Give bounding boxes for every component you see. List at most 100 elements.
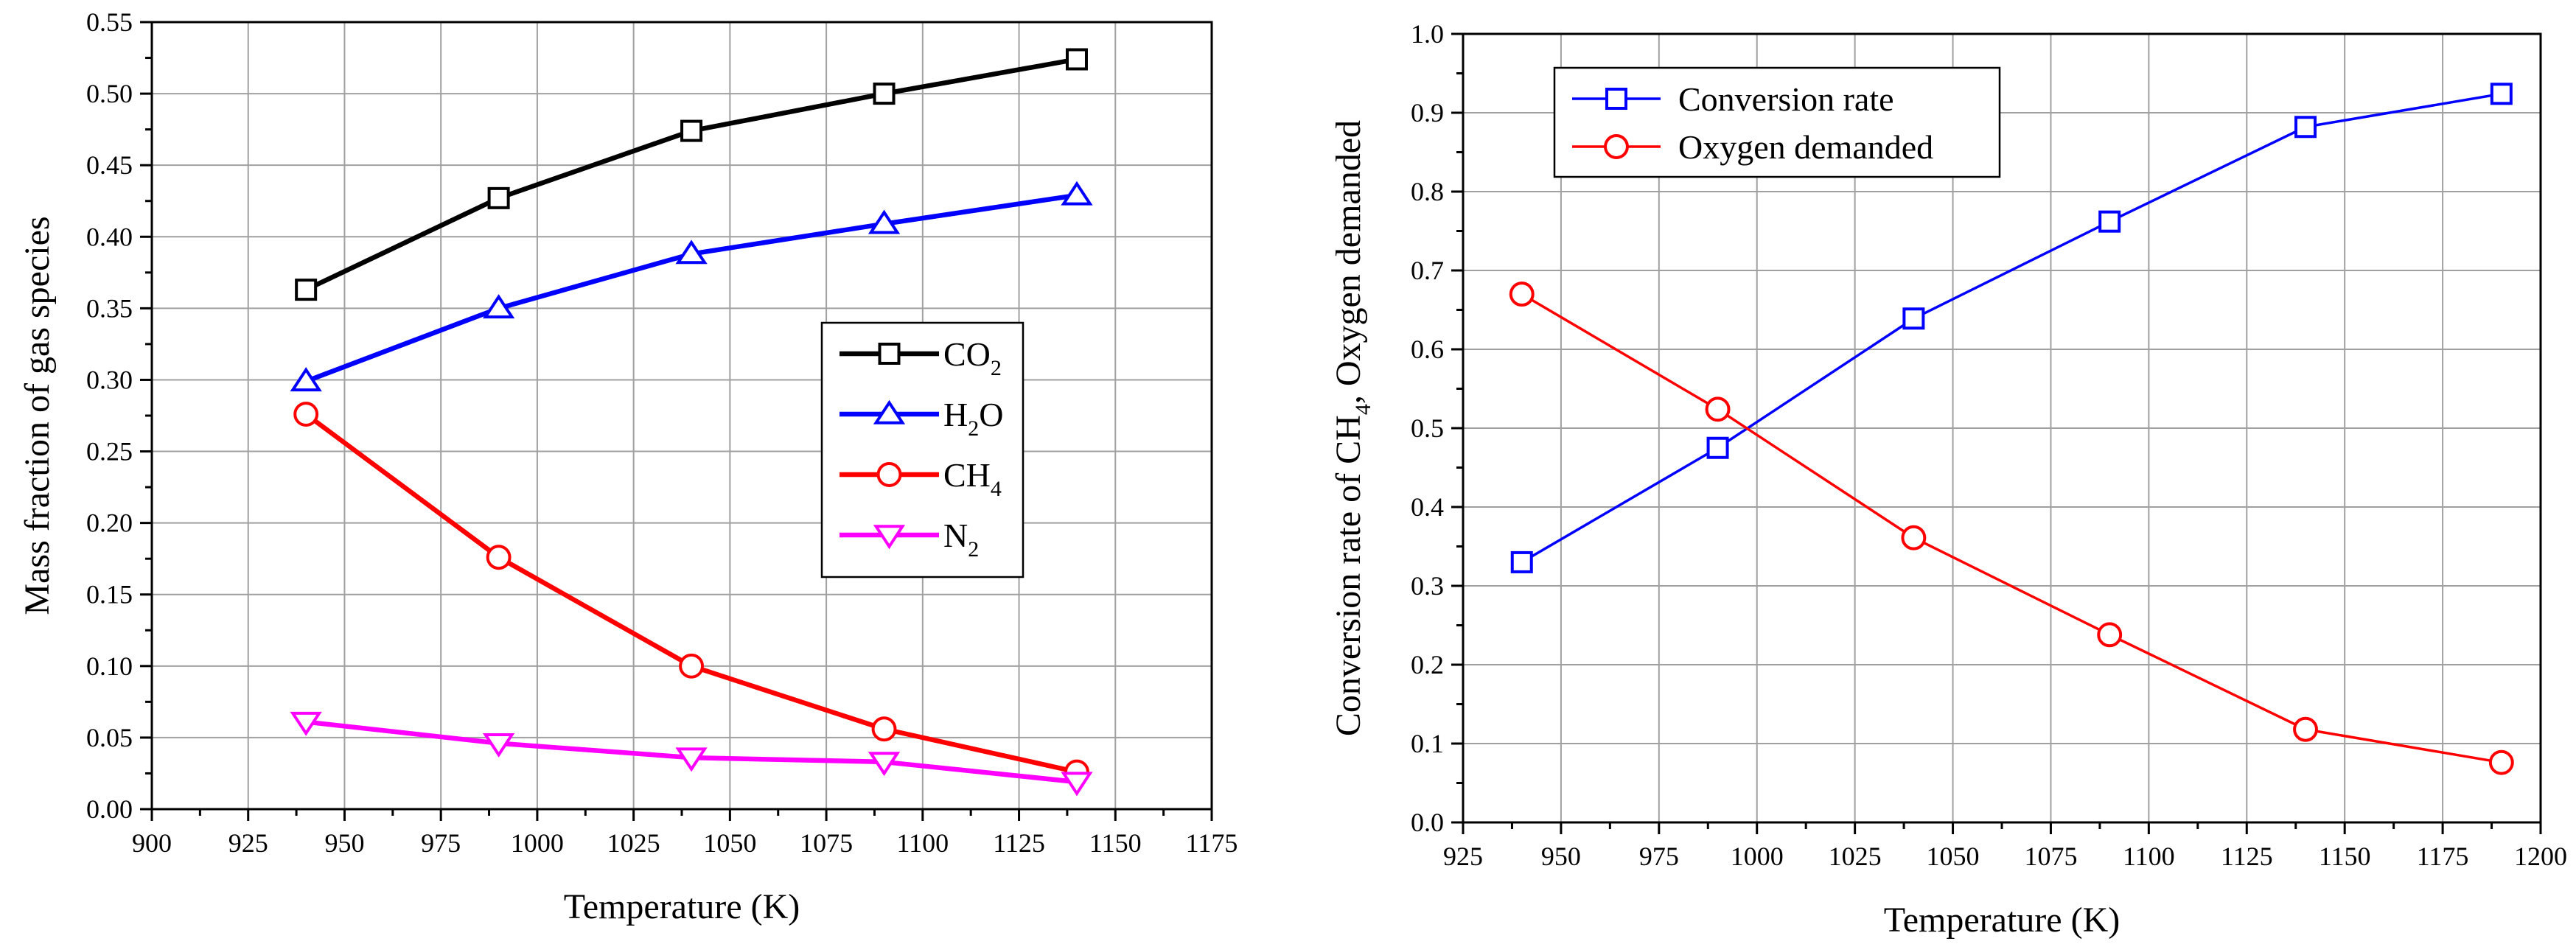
- legend-label-main: CO: [943, 335, 991, 373]
- data-point: [868, 209, 901, 234]
- x-tick-label: 1050: [1927, 842, 1980, 871]
- x-tick-label: 1050: [703, 828, 756, 858]
- y-tick-label: 0.2: [1411, 650, 1444, 679]
- series-2: [1509, 282, 2514, 775]
- x-tick-label: 975: [1639, 842, 1679, 871]
- legend-label: Conversion rate: [1678, 80, 1894, 118]
- y-tick-label: 0.9: [1411, 98, 1444, 127]
- legend-box: [1553, 66, 2001, 178]
- legend-label-main: CH: [943, 456, 991, 494]
- data-point: [293, 402, 319, 427]
- data-point: [295, 279, 318, 301]
- data-point: [1902, 307, 1925, 330]
- x-tick-label: 1025: [607, 828, 660, 858]
- y-axis-title-sub: 4: [1351, 404, 1375, 415]
- series-1: [1510, 83, 2513, 573]
- data-point: [482, 294, 515, 319]
- x-tick-label: 1000: [511, 828, 564, 858]
- x-axis-title: Temperature (K): [564, 887, 800, 926]
- y-tick-label: 0.35: [86, 293, 133, 323]
- y-tick-label: 0.55: [86, 7, 133, 37]
- y-tick-label: 0.1: [1411, 729, 1444, 758]
- y-axis-title-tail: , Oxygen demanded: [1329, 120, 1368, 404]
- data-point: [868, 752, 901, 777]
- data-point: [2488, 749, 2514, 775]
- legend-label-main: N: [943, 517, 968, 554]
- legend-marker: [1605, 88, 1627, 110]
- y-axis-title: Conversion rate of CH4, Oxygen demanded: [1329, 120, 1375, 736]
- legend-label-main: H: [943, 396, 968, 433]
- x-tick-label: 975: [421, 828, 461, 858]
- legend-marker: [1604, 134, 1629, 159]
- legend-label-tail: O: [979, 396, 1003, 433]
- x-tick-label: 1200: [2514, 842, 2567, 871]
- x-tick-label: 925: [228, 828, 268, 858]
- y-tick-label: 0.8: [1411, 177, 1444, 206]
- x-tick-label: 950: [1541, 842, 1581, 871]
- data-point: [2490, 83, 2513, 105]
- legend-marker: [873, 525, 906, 550]
- y-tick-label: 0.50: [86, 79, 133, 108]
- legend-marker: [876, 462, 902, 487]
- y-tick-label: 0.15: [86, 580, 133, 609]
- legend-label-sub: 2: [968, 537, 979, 562]
- series-line: [1521, 92, 2502, 564]
- data-point: [675, 747, 708, 772]
- y-tick-label: 1.0: [1411, 19, 1444, 49]
- y-tick-label: 0.10: [86, 651, 133, 681]
- chart-1: 900 925 950 975 1000 1025 1050 1075 1100 1125 1150…: [18, 7, 1238, 926]
- data-point: [290, 711, 322, 736]
- series-line: [1521, 293, 2502, 764]
- x-tick-label: 1100: [896, 828, 949, 858]
- y-tick-label: 0.40: [86, 222, 133, 251]
- y-tick-label: 0.0: [1411, 808, 1444, 837]
- data-point: [2098, 210, 2121, 233]
- data-point: [1061, 181, 1093, 206]
- x-tick-label: 1125: [993, 828, 1045, 858]
- legend-marker: [878, 343, 901, 365]
- data-point: [679, 653, 705, 679]
- x-tick-label: 1175: [1186, 828, 1238, 858]
- legend-marker: [873, 399, 906, 424]
- series-2: [290, 181, 1093, 392]
- y-axis-title: Mass fraction of gas species: [18, 216, 57, 615]
- y-tick-label: 0.7: [1411, 256, 1444, 285]
- y-tick-label: 0.5: [1411, 413, 1444, 443]
- x-tick-label: 900: [132, 828, 172, 858]
- data-point: [1901, 525, 1927, 550]
- x-tick-label: 1000: [1731, 842, 1784, 871]
- legend-label: CH4: [943, 456, 1002, 501]
- x-tick-label: 1175: [2417, 842, 2469, 871]
- data-point: [1705, 396, 1731, 422]
- x-tick-label: 950: [324, 828, 364, 858]
- legend-label-sub: 2: [991, 356, 1002, 380]
- data-point: [486, 545, 512, 570]
- data-point: [1510, 550, 1533, 573]
- legend-label-main: Conversion rate: [1678, 80, 1894, 118]
- y-tick-label: 0.30: [86, 365, 133, 394]
- data-point: [680, 119, 703, 142]
- y-axis-title-main: Conversion rate of CH: [1329, 415, 1368, 736]
- data-point: [675, 240, 708, 265]
- y-tick-label: 0.05: [86, 723, 133, 752]
- data-point: [1706, 436, 1729, 459]
- x-tick-label: 1150: [1089, 828, 1142, 858]
- x-tick-label: 925: [1443, 842, 1483, 871]
- legend-label: N2: [943, 517, 979, 562]
- y-tick-label: 0.3: [1411, 571, 1444, 601]
- data-point: [873, 83, 896, 105]
- data-point: [2293, 716, 2318, 742]
- legend-label-main: Oxygen demanded: [1678, 128, 1933, 166]
- data-point: [2097, 622, 2123, 648]
- legend-label: CO2: [943, 335, 1002, 380]
- data-point: [482, 733, 515, 758]
- chart-2: 925 950 975 1000 1025 1050 1075 1100 1125 1150 117…: [1329, 19, 2567, 940]
- series-1: [295, 48, 1088, 301]
- legend: Conversion rate Oxygen demanded: [1553, 66, 2001, 178]
- y-tick-label: 0.00: [86, 794, 133, 824]
- legend-label: H2O: [943, 396, 1003, 441]
- x-tick-label: 1025: [1829, 842, 1882, 871]
- x-tick-label: 1150: [2319, 842, 2371, 871]
